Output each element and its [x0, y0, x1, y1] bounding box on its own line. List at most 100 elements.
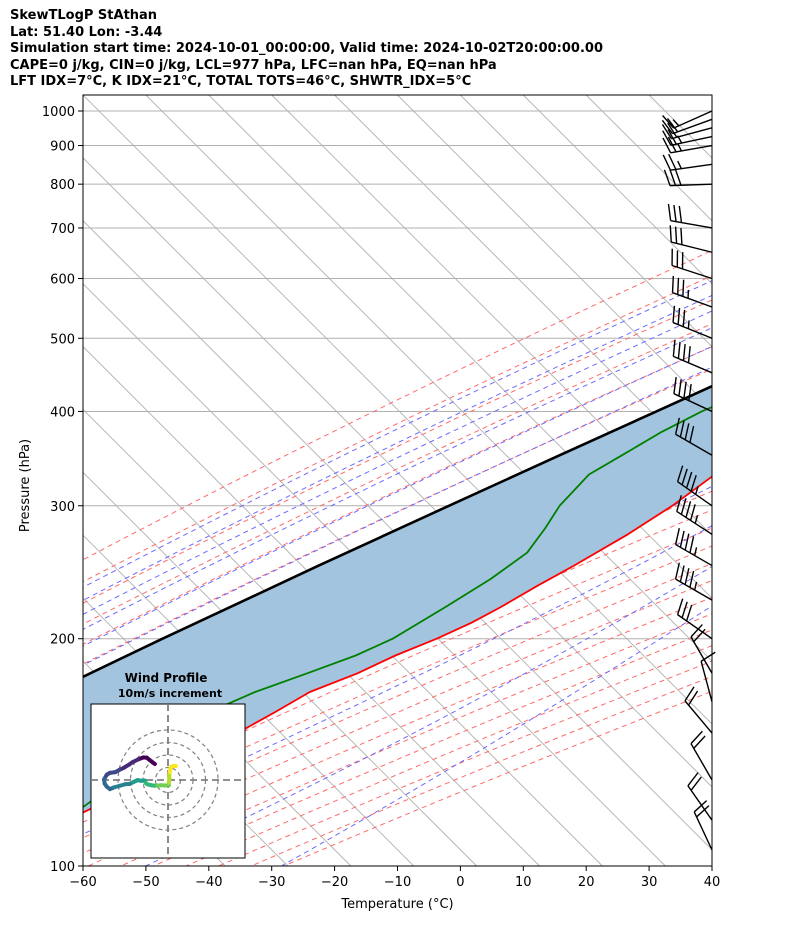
- wind-barb-shaft: [700, 661, 713, 702]
- wind-barb-full: [682, 309, 686, 327]
- wind-barb-full: [689, 536, 695, 553]
- moist-adiabat-line: [83, 345, 712, 647]
- wind-barb: [667, 203, 713, 229]
- wind-barb-full: [676, 465, 684, 482]
- wind-barb-full: [690, 776, 702, 791]
- x-tick-label: 10: [515, 875, 532, 890]
- wind-barb-full: [689, 570, 695, 588]
- indices-line-2: LFT IDX=7°C, K IDX=21°C, TOTAL TOTS=46°C…: [10, 74, 472, 89]
- wind-barb-full: [684, 568, 690, 585]
- location-line: Lat: 51.40 Lon: -3.44: [10, 24, 163, 40]
- x-tick-label: 0: [456, 875, 464, 890]
- wind-barb: [676, 495, 713, 535]
- wind-barb-full: [676, 598, 684, 615]
- wind-barb-full: [662, 137, 672, 154]
- x-tick-label: 40: [704, 875, 721, 890]
- wind-barb-full: [674, 562, 680, 580]
- isotherm-line: [83, 220, 712, 851]
- wind-barb-shaft: [677, 614, 713, 640]
- wind-barb: [700, 651, 716, 702]
- wind-barb-full: [668, 153, 677, 170]
- wind-barb: [671, 248, 713, 280]
- y-tick-label: 1000: [42, 105, 75, 120]
- wind-barb: [672, 339, 713, 374]
- wind-barb-half: [676, 143, 683, 152]
- wind-barb-shaft: [675, 433, 713, 456]
- wind-barb-full: [677, 307, 681, 325]
- wind-barb: [676, 598, 713, 640]
- wind-barb-full: [667, 129, 677, 145]
- wind-barb-shaft: [690, 743, 713, 781]
- wind-barb-half: [694, 515, 699, 524]
- wind-barb-full: [674, 226, 678, 244]
- wind-barb: [684, 686, 713, 734]
- wind-barb-full: [685, 471, 693, 489]
- wind-barb-shaft: [670, 219, 713, 229]
- x-axis-label: Temperature (°C): [340, 897, 453, 912]
- wind-barb-shaft: [671, 241, 713, 253]
- wind-barb-full: [667, 203, 672, 221]
- wind-barb-full: [669, 169, 677, 186]
- wind-barb: [661, 118, 713, 135]
- hodograph-area: [91, 704, 245, 858]
- wind-barb-full: [688, 383, 692, 401]
- wind-barb-full: [679, 420, 685, 438]
- wind-barb-full: [685, 501, 692, 518]
- wind-barb-full: [687, 346, 691, 363]
- wind-barb-shaft: [675, 578, 713, 601]
- isotherm-line: [460, 95, 712, 348]
- wind-barb-full: [690, 624, 703, 638]
- wind-barb-full: [689, 425, 695, 443]
- wind-barb: [687, 772, 713, 821]
- wind-barb-full: [677, 277, 680, 295]
- x-tick-label: −40: [195, 875, 222, 890]
- wind-barb-full: [672, 305, 676, 323]
- y-axis-label: Pressure (hPa): [18, 439, 33, 532]
- moist-adiabat-line: [83, 280, 712, 588]
- dry-adiabat-line: [83, 368, 712, 665]
- wind-barb-full: [673, 204, 677, 222]
- wind-barb-shaft: [671, 264, 713, 280]
- wind-barb-shaft: [677, 481, 713, 507]
- wind-barb-full: [678, 205, 683, 223]
- wind-barb: [669, 225, 713, 253]
- wind-barb-full: [693, 800, 708, 813]
- wind-barb: [676, 465, 713, 507]
- isotherm-line: [334, 95, 712, 474]
- isotherm-line: [83, 471, 477, 866]
- wind-barb-full: [693, 628, 706, 643]
- x-tick-label: 20: [578, 875, 595, 890]
- isotherm-line: [83, 345, 603, 866]
- y-tick-label: 300: [50, 500, 75, 515]
- wind-barb-shaft: [670, 163, 713, 171]
- wind-barb-full: [662, 130, 672, 146]
- wind-barb-full: [684, 686, 695, 702]
- y-tick-label: 700: [50, 222, 75, 237]
- wind-barb: [672, 305, 713, 339]
- x-tick-label: −30: [258, 875, 285, 890]
- wind-barb-full: [662, 154, 672, 171]
- wind-barb-full: [674, 169, 682, 186]
- wind-barb: [662, 153, 713, 171]
- time-line: Simulation start time: 2024-10-01_00:00:…: [10, 41, 603, 56]
- wind-barb-full: [679, 565, 685, 583]
- y-tick-label: 900: [50, 140, 75, 155]
- y-tick-label: 600: [50, 272, 75, 287]
- isotherm-line: [83, 95, 712, 725]
- x-tick-label: −60: [69, 875, 96, 890]
- wind-barb-shaft: [690, 636, 713, 674]
- hodograph-subtitle: 10m/s increment: [118, 687, 222, 700]
- wind-barb-full: [690, 474, 697, 492]
- wind-barb: [671, 275, 713, 308]
- wind-barb-full: [680, 227, 683, 245]
- wind-barb-full: [680, 498, 687, 515]
- wind-barb-full: [696, 805, 710, 818]
- wind-barb-full: [687, 772, 699, 787]
- wind-barb-half: [693, 581, 698, 591]
- wind-barb-half: [676, 135, 683, 144]
- wind-barb-full: [667, 122, 678, 138]
- isotherm-line: [522, 95, 712, 285]
- wind-barb: [673, 376, 713, 413]
- wind-barb-full: [667, 136, 677, 153]
- wind-barb-full: [690, 730, 703, 745]
